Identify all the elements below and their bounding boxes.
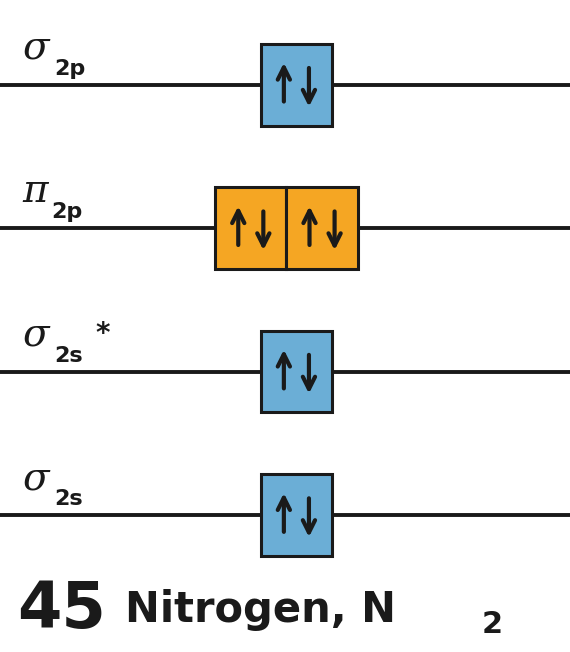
Bar: [261, 44, 332, 125]
Text: σ: σ: [23, 460, 49, 497]
Text: σ: σ: [23, 30, 49, 67]
Text: 2s: 2s: [54, 489, 83, 509]
Text: σ: σ: [23, 317, 49, 353]
Bar: [286, 188, 358, 269]
Text: 2p: 2p: [54, 59, 86, 79]
Bar: [261, 331, 332, 413]
Text: Nitrogen, N: Nitrogen, N: [125, 589, 396, 630]
Text: 45: 45: [17, 578, 106, 641]
Bar: [261, 475, 332, 556]
Text: 2: 2: [482, 610, 503, 639]
Text: *: *: [95, 320, 109, 348]
Text: 2p: 2p: [51, 202, 83, 222]
Bar: [215, 188, 286, 269]
Text: π: π: [23, 173, 48, 210]
Text: 2s: 2s: [54, 346, 83, 366]
